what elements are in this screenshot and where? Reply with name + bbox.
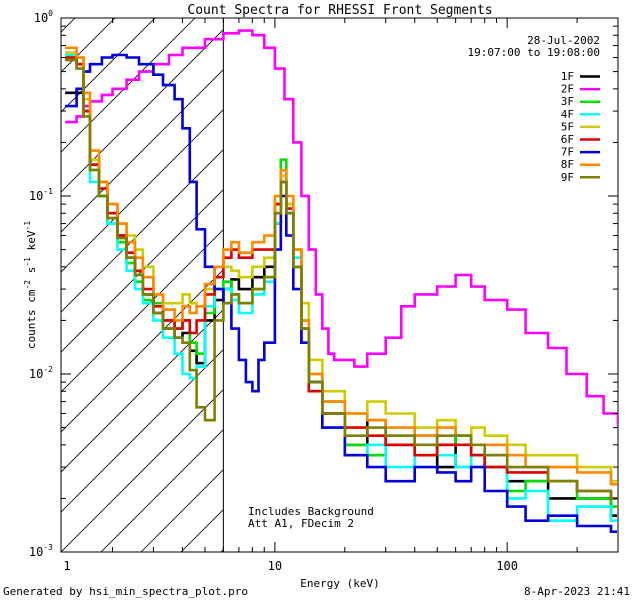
hatch-line — [261, 0, 640, 552]
background-note: Includes Background — [248, 505, 374, 518]
hatch-line — [61, 18, 76, 33]
y-axis-label-base: counts cm — [25, 289, 38, 349]
legend-label: 1F — [561, 70, 574, 83]
x-tick-label: 1 — [63, 559, 70, 573]
legend-label: 2F — [561, 83, 574, 96]
series-line-3f — [65, 56, 617, 508]
svg-text:counts cm-2 s-1 keV-1: counts cm-2 s-1 keV-1 — [23, 221, 38, 349]
legend-label: 5F — [561, 120, 574, 133]
hatch-line — [61, 18, 156, 113]
hatch-line — [61, 269, 224, 433]
y-tick-label: 100 — [34, 9, 53, 25]
y-axis-label-exp-cm: -2 — [23, 280, 32, 290]
chart-title: Count Spectra for RHESSI Front Segments — [187, 3, 492, 18]
y-axis-label-s: s — [25, 267, 38, 280]
series-line-2f — [65, 29, 618, 426]
attenuator-note: Att A1, FDecim 2 — [248, 517, 354, 530]
hatch-line — [61, 389, 224, 552]
y-tick-label: 10-1 — [29, 187, 53, 203]
x-tick-label: 10 — [268, 559, 282, 573]
hatch-line — [61, 229, 224, 393]
y-tick-label: 10-2 — [29, 365, 53, 381]
series-line-9f — [65, 58, 617, 500]
hatch-line — [61, 309, 224, 473]
legend-label: 4F — [561, 108, 574, 121]
hatch-line — [61, 18, 116, 73]
bottom-notes: Includes Background Att A1, FDecim 2 — [248, 505, 374, 530]
y-axis-label: counts cm-2 s-1 keV-1 — [23, 221, 38, 349]
plot-area: 1 10 100 100 10-1 10-2 10-3 — [29, 0, 640, 573]
footer-generated-by: Generated by hsi_min_spectra_plot.pro — [3, 585, 248, 598]
legend-label: 6F — [561, 133, 574, 146]
hatch-line — [61, 69, 224, 233]
plot-frame — [60, 17, 619, 553]
hatch-line — [61, 149, 224, 313]
y-axis-label-exp-s: -1 — [23, 257, 32, 267]
legend-label: 3F — [561, 95, 574, 108]
hatch-line — [61, 349, 224, 513]
attenuator-hatch-region — [61, 0, 640, 552]
legend-label: 7F — [561, 146, 574, 159]
hatch-line — [100, 429, 224, 552]
series-line-5f — [65, 51, 617, 483]
series-group — [65, 29, 618, 533]
x-tick-label: 100 — [496, 559, 518, 573]
y-axis-ticks: 100 10-1 10-2 10-3 — [29, 9, 618, 559]
x-axis-label: Energy (keV) — [300, 577, 379, 590]
x-axis-ticks: 1 10 100 — [63, 18, 619, 573]
annotation-date: 28-Jul-2002 — [527, 34, 600, 47]
annotation-block: 28-Jul-2002 19:07:00 to 19:08:00 — [468, 34, 600, 59]
footer-timestamp: 8-Apr-2023 21:41 — [524, 585, 630, 598]
y-tick-label: 10-3 — [29, 543, 53, 559]
annotation-time-range: 19:07:00 to 19:08:00 — [468, 46, 600, 59]
legend-label: 8F — [561, 158, 574, 171]
y-axis-label-exp-kev: -1 — [23, 221, 32, 231]
series-line-7f — [65, 53, 617, 533]
y-axis-label-kev: keV — [25, 230, 38, 257]
legend-label: 9F — [561, 171, 574, 184]
